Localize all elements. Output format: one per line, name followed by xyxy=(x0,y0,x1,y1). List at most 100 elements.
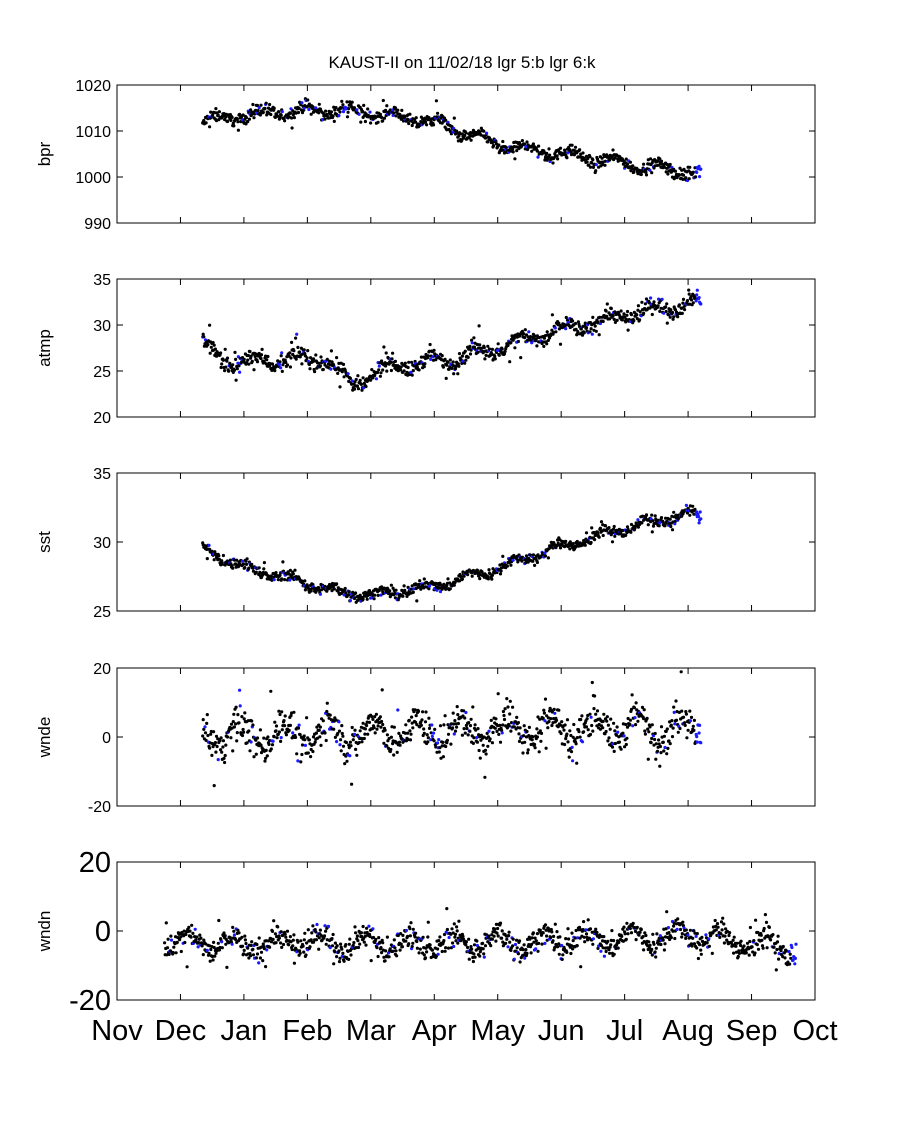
data-point xyxy=(642,717,646,721)
data-point xyxy=(672,924,676,928)
data-point xyxy=(238,112,242,116)
data-point xyxy=(437,738,441,742)
data-point xyxy=(293,568,297,572)
data-point xyxy=(590,723,594,728)
data-point xyxy=(782,951,787,955)
data-point xyxy=(625,313,629,317)
data-point xyxy=(460,132,464,136)
data-point xyxy=(250,359,254,363)
data-point xyxy=(417,582,421,586)
data-point xyxy=(617,940,621,945)
data-point xyxy=(356,939,360,943)
data-point xyxy=(771,933,775,937)
data-point xyxy=(209,947,213,952)
data-point xyxy=(371,376,375,380)
data-point xyxy=(691,724,695,728)
data-point xyxy=(314,353,318,357)
data-point xyxy=(686,728,690,732)
data-point xyxy=(639,927,643,932)
data-point xyxy=(486,140,490,144)
y-tick-label: 25 xyxy=(93,364,111,381)
data-point xyxy=(321,367,325,372)
data-point xyxy=(444,587,448,591)
data-point xyxy=(595,930,599,934)
data-point xyxy=(401,933,405,938)
data-point xyxy=(352,387,357,391)
data-point xyxy=(340,724,344,728)
data-point xyxy=(509,729,513,733)
data-point xyxy=(530,149,534,153)
data-point xyxy=(576,320,581,324)
data-point xyxy=(290,116,294,120)
data-point xyxy=(448,725,452,729)
data-point xyxy=(206,343,210,347)
data-point xyxy=(357,741,361,745)
data-point xyxy=(284,935,288,939)
data-point xyxy=(663,745,667,750)
data-point xyxy=(302,938,306,942)
data-point xyxy=(332,587,336,591)
data-point xyxy=(683,308,687,312)
data-point xyxy=(318,592,322,596)
data-point xyxy=(245,557,249,561)
data-point xyxy=(382,345,386,349)
data-point xyxy=(300,743,305,747)
data-point xyxy=(598,727,603,731)
data-point xyxy=(621,731,625,735)
data-point xyxy=(696,514,701,519)
data-point xyxy=(405,370,409,374)
data-point xyxy=(546,726,550,730)
data-point xyxy=(698,943,702,947)
data-point xyxy=(403,588,407,592)
data-point xyxy=(407,121,411,126)
data-point xyxy=(389,735,393,739)
data-point xyxy=(223,934,227,938)
data-point xyxy=(613,729,617,733)
data-point xyxy=(380,688,384,692)
data-point xyxy=(644,173,649,177)
data-point xyxy=(289,940,293,944)
data-point xyxy=(608,313,612,317)
data-point xyxy=(366,107,370,111)
data-point xyxy=(398,743,402,747)
y-tick-label: 35 xyxy=(93,272,111,289)
data-point xyxy=(238,704,242,708)
y-tick-label: 1020 xyxy=(75,78,111,95)
data-point xyxy=(193,927,197,931)
data-point xyxy=(496,934,500,938)
data-point xyxy=(602,935,606,939)
data-point xyxy=(313,370,317,374)
data-point xyxy=(683,721,687,725)
data-point xyxy=(374,712,378,716)
data-point xyxy=(276,578,280,582)
data-point xyxy=(247,729,251,733)
data-point xyxy=(393,106,397,110)
data-point xyxy=(748,925,753,930)
data-point xyxy=(264,101,268,105)
data-point xyxy=(624,937,628,941)
data-point xyxy=(289,356,293,360)
data-point xyxy=(305,716,309,720)
data-point xyxy=(268,102,272,107)
data-point xyxy=(688,928,693,932)
data-point xyxy=(601,319,605,324)
data-point xyxy=(416,709,421,714)
data-point xyxy=(380,719,384,724)
data-point xyxy=(284,360,288,364)
data-point xyxy=(634,938,638,942)
data-point xyxy=(557,708,561,712)
data-point xyxy=(317,586,321,590)
data-point xyxy=(229,736,233,740)
data-point xyxy=(793,962,797,966)
data-point xyxy=(790,945,794,950)
data-point xyxy=(547,929,551,933)
data-point xyxy=(614,733,619,737)
data-point xyxy=(516,339,521,344)
series-bpr xyxy=(201,97,703,183)
data-point xyxy=(354,931,358,935)
data-point xyxy=(329,349,333,353)
data-point xyxy=(641,935,645,939)
data-point xyxy=(619,315,623,319)
data-point xyxy=(558,146,563,150)
